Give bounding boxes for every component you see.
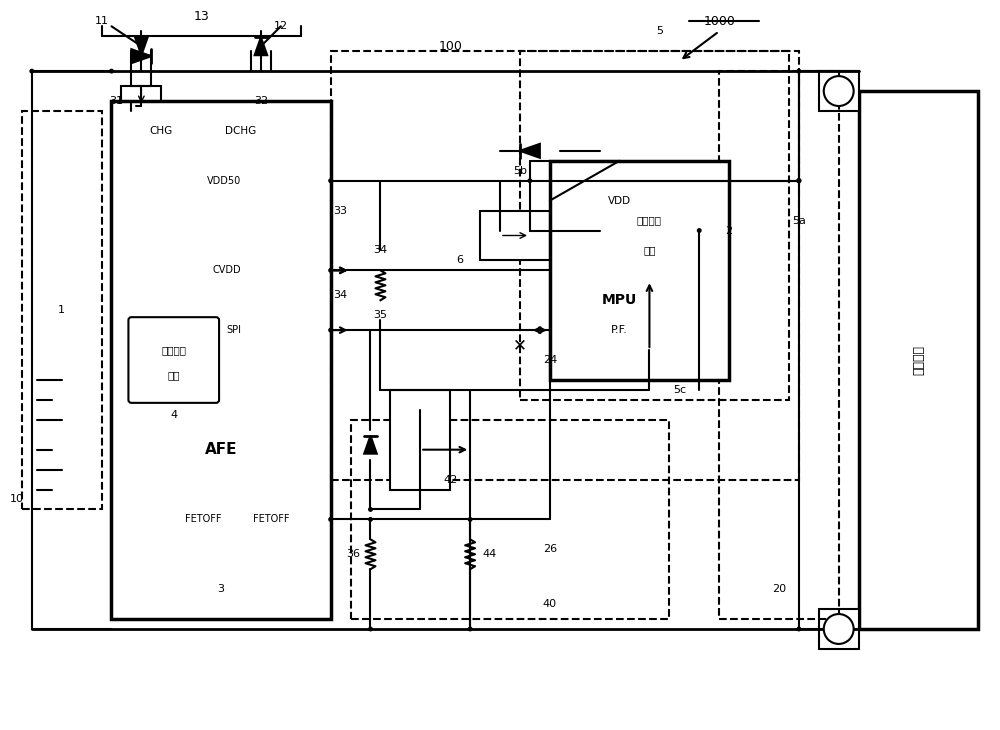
Bar [859, 91, 978, 629]
Text: 24: 24 [543, 355, 557, 365]
Circle shape [468, 518, 472, 521]
Text: ✕: ✕ [513, 336, 527, 354]
Circle shape [797, 179, 801, 182]
Circle shape [110, 69, 113, 73]
Text: 100: 100 [438, 39, 462, 53]
Text: 10: 10 [10, 494, 24, 504]
Bar [819, 71, 859, 111]
Circle shape [329, 518, 332, 521]
Bar [550, 161, 729, 380]
Polygon shape [520, 144, 540, 158]
Text: 11: 11 [95, 16, 109, 26]
Text: 5a: 5a [792, 215, 806, 226]
Text: 40: 40 [543, 599, 557, 609]
FancyBboxPatch shape [128, 317, 219, 403]
Circle shape [797, 179, 801, 182]
Text: 35: 35 [373, 310, 387, 320]
Text: DCHG: DCHG [225, 126, 257, 136]
Text: 32: 32 [254, 96, 268, 106]
Text: CHG: CHG [150, 126, 173, 136]
Text: 34: 34 [373, 245, 388, 255]
Bar [351, 420, 669, 619]
Text: 36: 36 [347, 549, 361, 559]
Bar [719, 71, 839, 619]
Text: 26: 26 [543, 545, 557, 554]
Bar [480, 210, 550, 261]
Polygon shape [131, 49, 151, 64]
Text: 12: 12 [274, 21, 288, 31]
Polygon shape [135, 37, 148, 55]
Text: 外部负载: 外部负载 [912, 345, 925, 375]
Text: 34: 34 [334, 291, 348, 300]
Bar [121, 86, 161, 106]
Circle shape [329, 179, 332, 182]
Text: 5c: 5c [673, 385, 686, 395]
Text: 44: 44 [483, 549, 497, 559]
Text: FETOFF: FETOFF [185, 515, 221, 524]
Bar [390, 390, 450, 490]
Circle shape [329, 269, 332, 272]
Text: 31: 31 [109, 96, 123, 106]
Circle shape [797, 69, 801, 73]
Text: VDD: VDD [608, 196, 631, 206]
Circle shape [697, 228, 701, 232]
Polygon shape [364, 436, 377, 453]
Bar [520, 51, 789, 400]
Text: 1: 1 [58, 305, 65, 315]
Text: 5: 5 [656, 26, 663, 36]
Circle shape [369, 518, 372, 521]
Circle shape [824, 76, 854, 106]
Text: 3: 3 [218, 584, 225, 594]
Text: VDD50: VDD50 [207, 176, 241, 185]
Text: 42: 42 [443, 474, 457, 485]
Circle shape [30, 69, 34, 73]
Text: AFE: AFE [205, 442, 237, 457]
Text: SPI: SPI [226, 325, 241, 335]
Text: 第二电源: 第二电源 [637, 215, 662, 226]
Circle shape [528, 179, 532, 182]
FancyBboxPatch shape [597, 177, 702, 283]
Text: MPU: MPU [602, 293, 637, 307]
Text: 2: 2 [726, 226, 733, 236]
Circle shape [369, 627, 372, 631]
Bar [22, 111, 102, 510]
Bar [819, 609, 859, 649]
Circle shape [824, 614, 854, 644]
Text: 20: 20 [772, 584, 786, 594]
Circle shape [329, 328, 332, 332]
Bar [331, 51, 799, 480]
Text: FETOFF: FETOFF [253, 515, 289, 524]
Circle shape [797, 179, 801, 182]
Text: CVDD: CVDD [212, 266, 241, 275]
Text: 电路: 电路 [643, 245, 656, 255]
Circle shape [369, 507, 372, 511]
Circle shape [797, 627, 801, 631]
Text: 6: 6 [457, 255, 464, 266]
Circle shape [468, 627, 472, 631]
Text: P.F.: P.F. [611, 325, 628, 335]
Text: 13: 13 [193, 9, 209, 23]
Text: 33: 33 [334, 206, 348, 215]
Text: 5b: 5b [513, 166, 527, 176]
Text: 第一电源: 第一电源 [161, 345, 186, 355]
Polygon shape [255, 37, 267, 55]
Text: 电路: 电路 [167, 370, 180, 380]
Bar [111, 101, 331, 619]
Text: 1000: 1000 [703, 15, 735, 28]
Text: 4: 4 [170, 410, 177, 420]
